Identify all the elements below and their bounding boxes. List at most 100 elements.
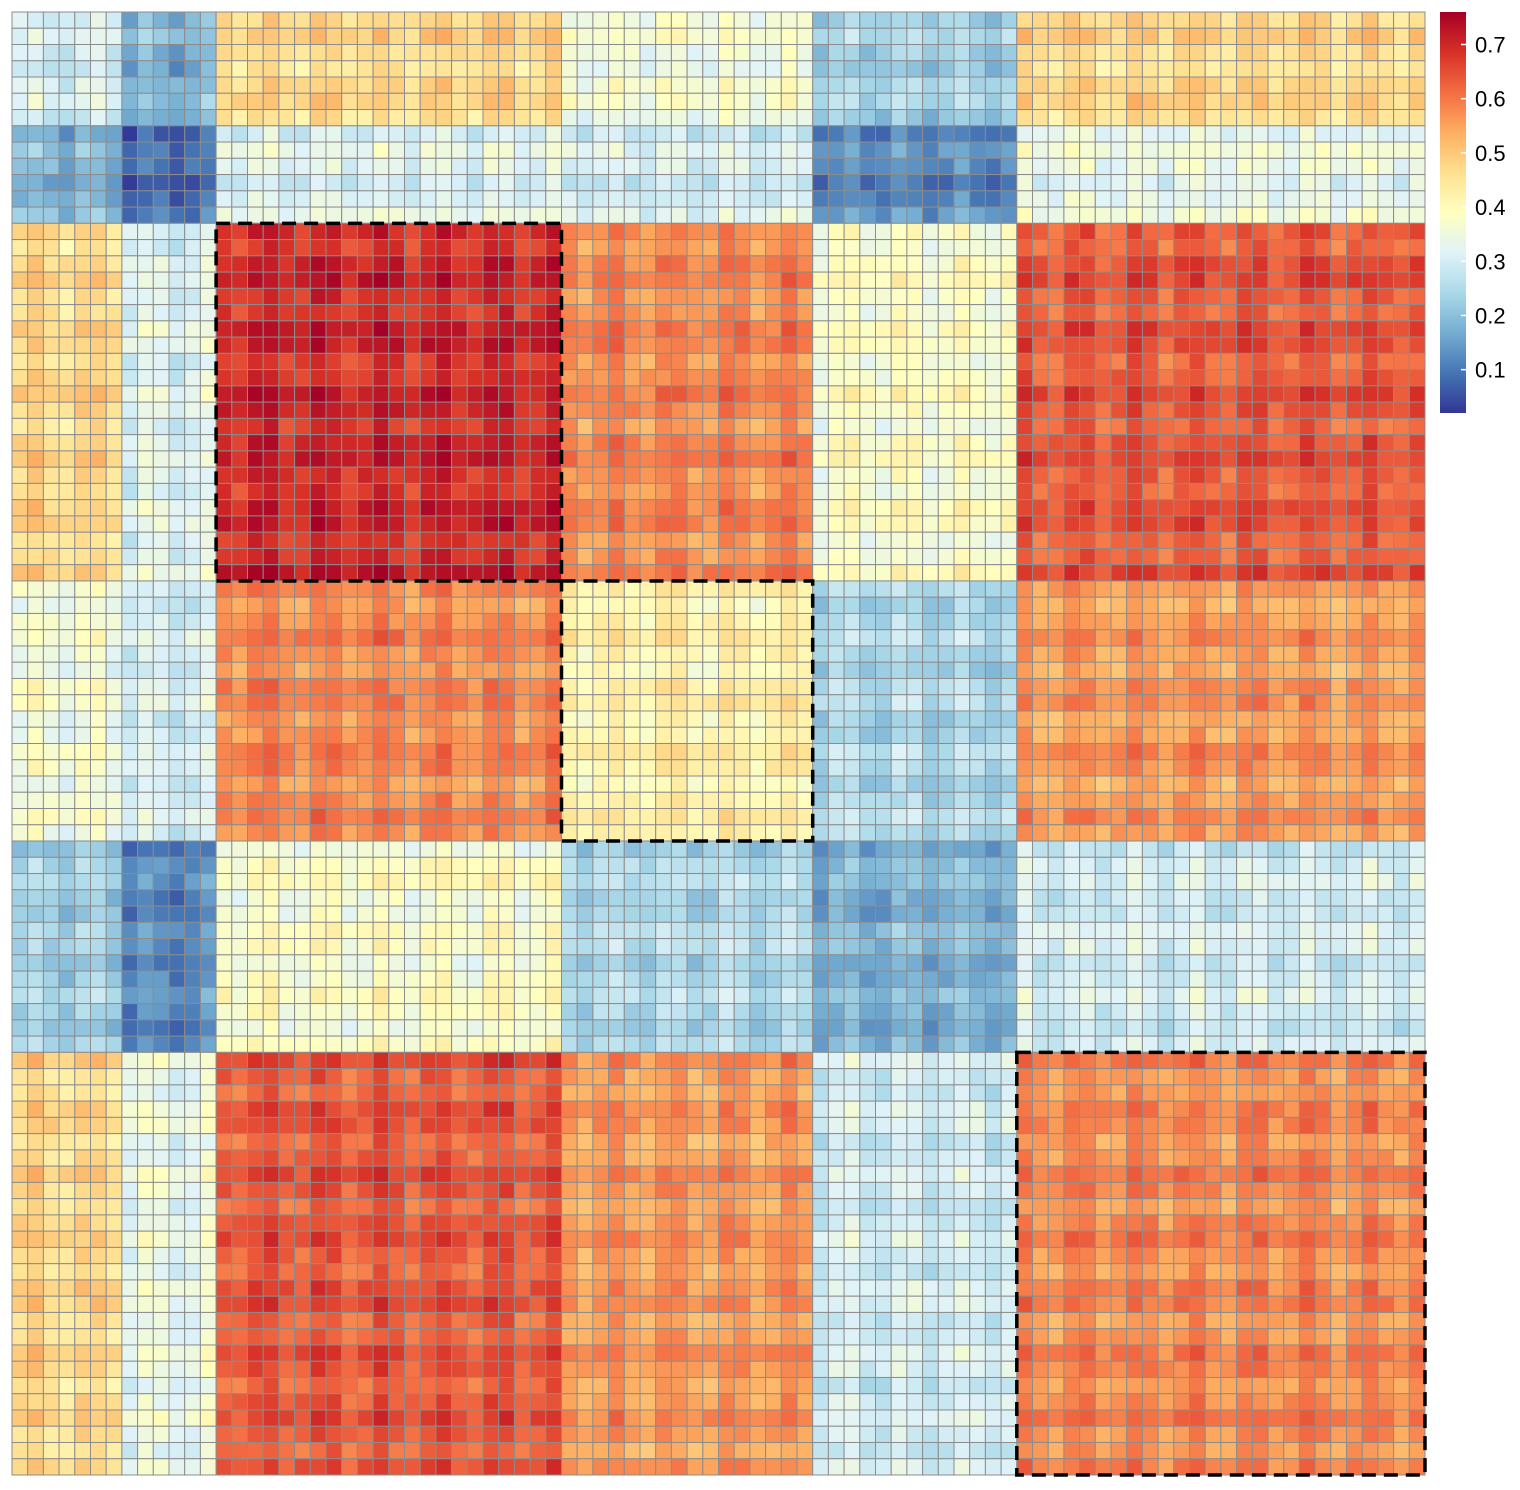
- heatmap-cell: [1236, 401, 1253, 419]
- heatmap-cell: [325, 109, 343, 127]
- heatmap-cell: [1251, 304, 1269, 322]
- heatmap-cell: [592, 369, 610, 387]
- heatmap-cell: [42, 401, 60, 419]
- heatmap-cell: [1220, 157, 1238, 176]
- heatmap-cell: [1361, 44, 1379, 62]
- heatmap-cell: [827, 808, 845, 826]
- heatmap-cell: [623, 824, 641, 842]
- heatmap-cell: [199, 873, 217, 891]
- heatmap-cell: [890, 76, 908, 94]
- heatmap-cell: [482, 677, 500, 696]
- heatmap-cell: [1063, 190, 1081, 208]
- heatmap-cell: [419, 808, 437, 826]
- heatmap-cell: [655, 125, 672, 143]
- heatmap-cell: [74, 450, 92, 468]
- heatmap-cell: [278, 109, 296, 127]
- heatmap-cell: [498, 889, 515, 907]
- heatmap-cell: [1267, 450, 1285, 468]
- heatmap-cell: [561, 547, 578, 566]
- heatmap-cell: [1377, 791, 1395, 810]
- heatmap-cell: [27, 255, 44, 273]
- heatmap-cell: [372, 840, 390, 858]
- heatmap-cell: [247, 466, 264, 484]
- heatmap-cell: [1330, 677, 1348, 696]
- heatmap-cell: [435, 629, 453, 647]
- heatmap-cell: [451, 840, 468, 858]
- heatmap-cell: [90, 482, 107, 501]
- heatmap-cell: [796, 222, 814, 241]
- heatmap-cell: [623, 466, 641, 484]
- heatmap-cell: [294, 612, 311, 631]
- heatmap-cell: [1047, 726, 1065, 744]
- heatmap-cell: [121, 661, 139, 679]
- heatmap-cell: [247, 401, 264, 419]
- heatmap-cell: [859, 612, 876, 631]
- heatmap-cell: [58, 255, 76, 273]
- heatmap-cell: [812, 645, 829, 663]
- heatmap-cell: [356, 385, 374, 403]
- heatmap-cell: [922, 109, 939, 127]
- heatmap-cell: [1361, 824, 1379, 842]
- heatmap-cell: [58, 515, 76, 533]
- heatmap-cell: [1251, 612, 1269, 631]
- heatmap-cell: [969, 434, 986, 452]
- heatmap-cell: [1047, 417, 1065, 436]
- heatmap-cell: [168, 174, 186, 192]
- heatmap-cell: [1330, 336, 1348, 354]
- heatmap-cell: [199, 645, 217, 663]
- heatmap-cell: [670, 125, 688, 143]
- heatmap-cell: [984, 434, 1002, 452]
- heatmap-cell: [404, 60, 421, 78]
- heatmap-cell: [466, 677, 484, 696]
- heatmap-cell: [765, 808, 782, 826]
- heatmap-cell: [718, 824, 735, 842]
- heatmap-cell: [1126, 645, 1143, 663]
- heatmap-cell: [749, 450, 767, 468]
- heatmap-cell: [576, 11, 594, 29]
- heatmap-cell: [121, 44, 139, 62]
- heatmap-cell: [827, 417, 845, 436]
- heatmap-cell: [686, 466, 704, 484]
- heatmap-cell: [1236, 109, 1253, 127]
- heatmap-cell: [1000, 125, 1018, 143]
- heatmap-cell: [451, 726, 468, 744]
- heatmap-cell: [1393, 401, 1410, 419]
- heatmap-cell: [529, 190, 547, 208]
- heatmap-cell: [27, 369, 44, 387]
- heatmap-cell: [1157, 547, 1175, 566]
- heatmap-cell: [749, 320, 767, 338]
- heatmap-cell: [1110, 417, 1128, 436]
- heatmap-cell: [372, 125, 390, 143]
- heatmap-cell: [906, 743, 924, 761]
- heatmap-cell: [278, 710, 296, 728]
- heatmap-cell: [404, 482, 421, 501]
- heatmap-cell: [105, 531, 123, 549]
- heatmap-cell: [482, 856, 500, 875]
- heatmap-cell: [623, 385, 641, 403]
- heatmap-cell: [1377, 222, 1395, 241]
- heatmap-cell: [843, 580, 861, 598]
- heatmap-cell: [513, 873, 531, 891]
- heatmap-cell: [309, 743, 327, 761]
- heatmap-cell: [592, 824, 610, 842]
- heatmap-cell: [1236, 466, 1253, 484]
- heatmap-cell: [199, 336, 217, 354]
- heatmap-cell: [796, 596, 814, 614]
- heatmap-cell: [309, 174, 327, 192]
- heatmap-cell: [1063, 645, 1081, 663]
- heatmap-cell: [451, 304, 468, 322]
- heatmap-cell: [1204, 125, 1222, 143]
- heatmap-cell: [152, 499, 170, 517]
- heatmap-cell: [1032, 369, 1049, 387]
- heatmap-cell: [215, 385, 233, 403]
- heatmap-cell: [1393, 873, 1410, 891]
- heatmap-cell: [702, 27, 719, 46]
- heatmap-cell: [372, 889, 390, 907]
- heatmap-cell: [937, 873, 955, 891]
- heatmap-cell: [388, 564, 405, 582]
- heatmap-cell: [718, 531, 735, 549]
- heatmap-cell: [278, 661, 296, 679]
- heatmap-cell: [27, 596, 44, 614]
- heatmap-cell: [969, 499, 986, 517]
- heatmap-cell: [969, 466, 986, 484]
